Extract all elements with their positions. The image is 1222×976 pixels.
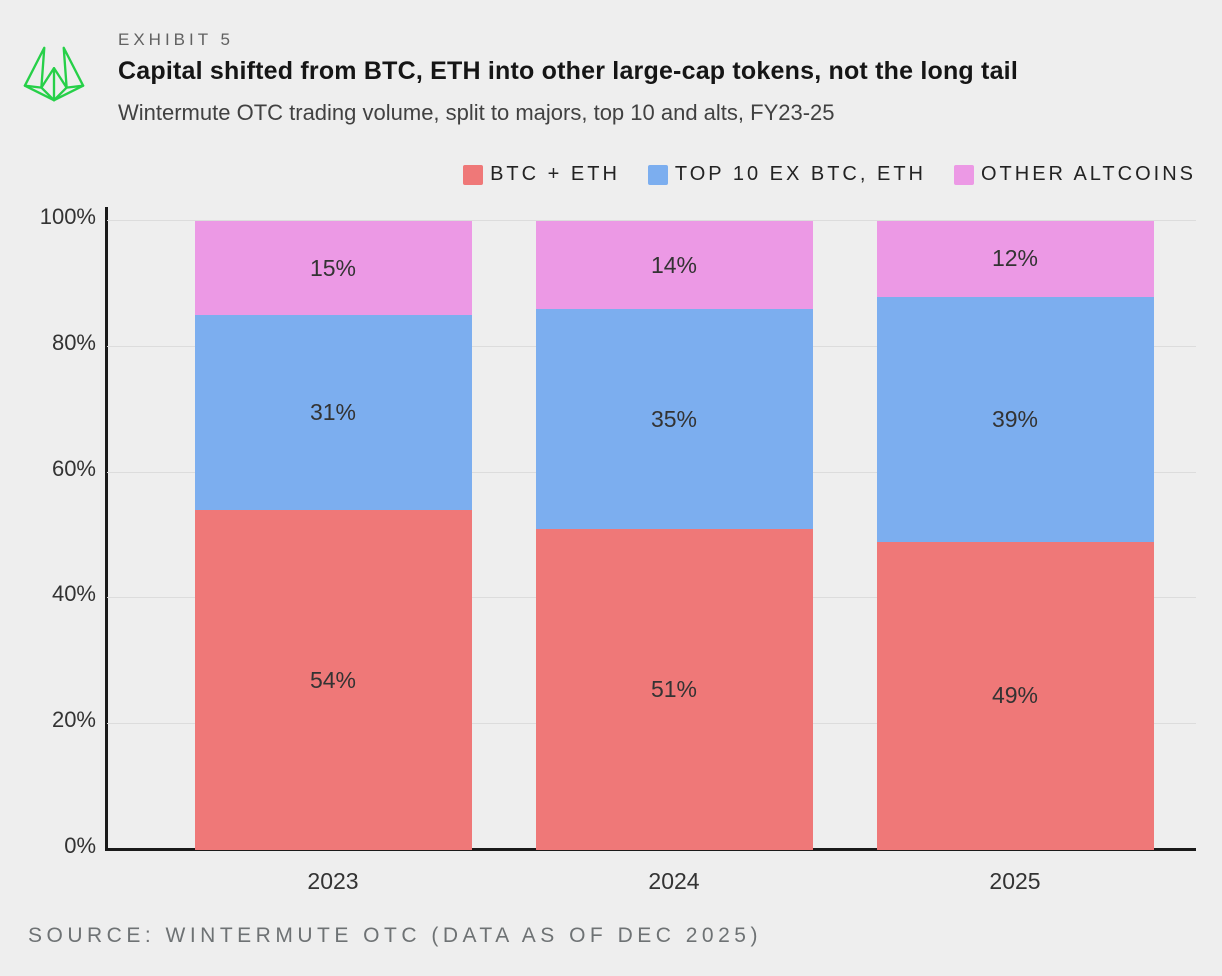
bar-segment: 31% xyxy=(194,315,472,511)
legend-swatch-icon xyxy=(954,164,974,185)
legend-swatch-icon xyxy=(463,164,484,185)
chart-subtitle: Wintermute OTC trading volume, split to … xyxy=(118,100,835,125)
y-axis-line xyxy=(105,207,108,851)
source-note: SOURCE: WINTERMUTE OTC (DATA AS OF DEC 2… xyxy=(28,924,762,947)
legend-item: BTC + ETH xyxy=(463,163,620,186)
bar-segment: 39% xyxy=(876,296,1154,542)
legend-label: BTC + ETH xyxy=(490,163,620,185)
exhibit-label: EXHIBIT 5 xyxy=(118,30,234,49)
wintermute-logo-icon xyxy=(23,46,85,102)
bar-segment: 15% xyxy=(194,221,472,316)
bar-segment: 35% xyxy=(535,309,813,530)
y-tick-label: 40% xyxy=(51,581,96,607)
stacked-bar-2025: 49% 39% 12% xyxy=(876,221,1154,850)
bar-segment: 14% xyxy=(535,221,813,310)
bar-value-label: 31% xyxy=(309,399,357,426)
legend-item: TOP 10 EX BTC, ETH xyxy=(647,163,926,186)
x-tick-label: 2024 xyxy=(648,868,700,894)
chart-title: Capital shifted from BTC, ETH into other… xyxy=(118,57,1018,85)
bar-value-label: 51% xyxy=(650,676,698,703)
y-tick-label: 60% xyxy=(51,455,96,481)
bar-value-label: 15% xyxy=(309,254,357,281)
x-tick-label: 2023 xyxy=(307,868,359,894)
bar-value-label: 39% xyxy=(991,405,1039,432)
bar-value-label: 49% xyxy=(991,682,1039,709)
gridline xyxy=(107,220,1196,221)
y-tick-label: 0% xyxy=(64,833,96,858)
bar-segment: 51% xyxy=(535,529,813,850)
legend-swatch-icon xyxy=(647,164,668,185)
bar-value-label: 54% xyxy=(309,666,357,693)
legend-label: OTHER ALTCOINS xyxy=(981,163,1196,185)
y-tick-label: 20% xyxy=(51,707,96,733)
bar-segment: 49% xyxy=(876,541,1154,850)
y-tick-label: 100% xyxy=(39,204,96,229)
stacked-bar-2023: 54% 31% 15% xyxy=(194,221,472,850)
chart-legend: BTC + ETH TOP 10 EX BTC, ETH OTHER ALTCOIN… xyxy=(463,163,1196,186)
legend-item: OTHER ALTCOINS xyxy=(954,163,1196,186)
bar-value-label: 14% xyxy=(650,251,698,278)
bar-segment: 12% xyxy=(876,221,1154,297)
bar-value-label: 12% xyxy=(991,245,1039,272)
x-tick-label: 2025 xyxy=(989,868,1041,894)
legend-label: TOP 10 EX BTC, ETH xyxy=(674,163,926,185)
stacked-bar-2024: 51% 35% 14% xyxy=(535,221,813,850)
bar-segment: 54% xyxy=(194,510,472,850)
plot-area: 54% 31% 15% 51% 35% 14% 49% 39% 12% xyxy=(107,220,1196,850)
y-tick-label: 80% xyxy=(51,329,96,355)
bar-value-label: 35% xyxy=(650,405,698,432)
